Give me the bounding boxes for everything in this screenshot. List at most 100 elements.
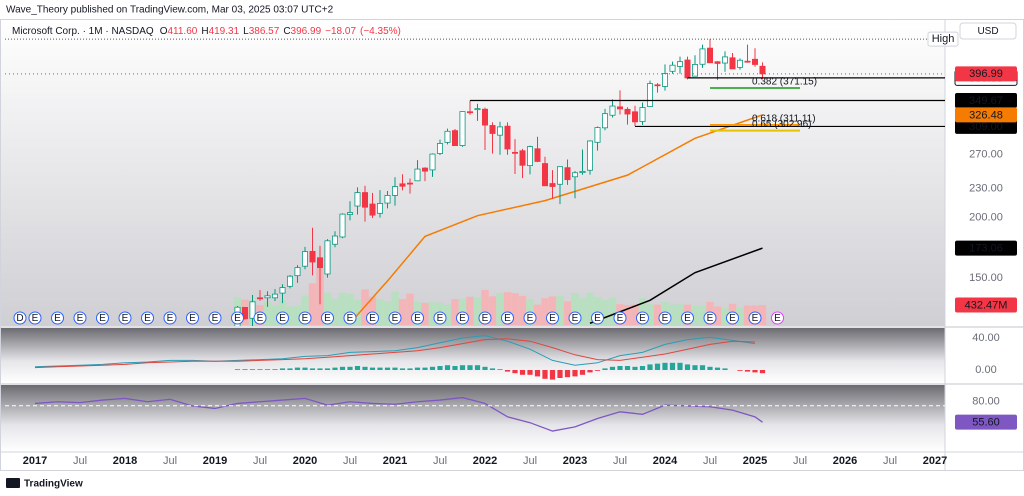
candle-body [527,146,534,167]
event-marker [298,311,312,325]
event-label: E [279,313,286,324]
candle-body [346,212,353,215]
change: −18.07 [325,26,356,37]
macd-histogram-bar [572,370,578,377]
volume-bar [301,295,309,325]
macd-histogram-bar [377,367,383,370]
candle-body [414,168,421,182]
macd-histogram-bar [752,370,758,373]
macd-histogram-bar [744,370,751,372]
candle-body [684,59,691,79]
event-marker [73,311,87,325]
y-tick-label: 0.00 [975,364,996,376]
candle-body [639,107,646,122]
event-label: E [167,313,174,324]
y-tick-label: 270.00 [969,149,1003,161]
x-tick-label: Jul [703,455,717,467]
macd-histogram-bar [249,369,256,370]
candle-body [271,293,278,299]
macd-histogram-bar [489,368,496,370]
event-marker [636,311,649,325]
macd-histogram-bar [519,370,526,375]
macd-histogram-bar [234,369,241,370]
event-marker [568,311,582,325]
x-tick-label: Jul [433,455,447,467]
event-label: E [639,313,646,324]
macd-histogram-bar [722,368,728,370]
event-label: E [617,313,624,324]
level-label-box [955,118,1017,134]
candle-body [504,125,511,150]
volume-bar [346,293,354,325]
macd-histogram-bar [564,370,571,378]
main-plot [233,39,767,326]
candle-body [421,167,428,172]
event-label: E [77,313,84,324]
event-marker [658,311,672,325]
x-tick-label: 2024 [653,455,678,467]
event-label: D [16,313,23,324]
macd-line [34,338,756,369]
event-marker [231,311,244,325]
volume-bar [428,301,437,325]
macd-histogram-bar [279,368,286,370]
candle-body [354,192,361,207]
candle-body [459,111,466,146]
volume-bar [383,301,392,325]
macd-histogram-bar [737,370,743,371]
y-tick-label: 200.00 [969,212,1003,224]
volume-bar [601,300,609,325]
volume-bar [488,296,497,325]
event-marker [96,311,109,325]
macd-histogram-bar [324,368,331,370]
macd-histogram-bar [392,367,398,370]
macd-histogram-bar [399,368,406,370]
rsi-label: 55.60 [972,417,1000,429]
fib-label: 0.382 (371.15) [752,77,817,88]
x-tick-label: Jul [883,455,897,467]
macd-histogram-bar [332,367,338,370]
event-label: E [504,313,511,324]
currency-box[interactable] [959,22,1017,40]
x-tick-label: Jul [613,455,627,467]
x-tick-label: 2018 [113,455,137,467]
candle-body [744,60,751,63]
x-tick-label: Jul [163,455,177,467]
volume-bar [398,299,407,325]
event-label: E [729,313,736,324]
volume-bar [646,304,654,325]
event-label: E [549,313,556,324]
volume-bar [331,299,339,325]
volume-bar [721,307,729,325]
y-tick-label: 230.00 [969,182,1003,194]
volume-bar [518,295,527,325]
volume-bar [391,291,399,325]
candle-body [617,106,624,110]
x-tick-label: Jul [343,455,357,467]
macd-histogram-bar [617,366,623,370]
x-tick-label: Jul [793,455,807,467]
candle-body [316,257,323,269]
event-label: E [392,313,399,324]
event-label: E [54,313,61,324]
event-label: E [257,313,264,324]
candle-body [722,56,729,64]
candle-body [609,105,616,116]
candle-body [279,287,286,294]
last-price-label-box [955,66,1017,82]
candle-body [572,172,579,178]
candle-body [369,203,376,216]
x-tick-label: 2019 [203,455,227,467]
macd-histogram-bar [639,366,646,370]
volume-bar [338,292,347,325]
candle-body [654,84,661,87]
macd-histogram-bar [309,368,316,370]
event-marker [28,311,42,325]
currency[interactable]: USD [977,26,998,37]
volume-bar [593,297,602,325]
event-marker [433,311,447,325]
ohlc-prefix: L [243,26,249,37]
candle-body [714,61,721,64]
moving-average-label-box [955,107,1017,123]
